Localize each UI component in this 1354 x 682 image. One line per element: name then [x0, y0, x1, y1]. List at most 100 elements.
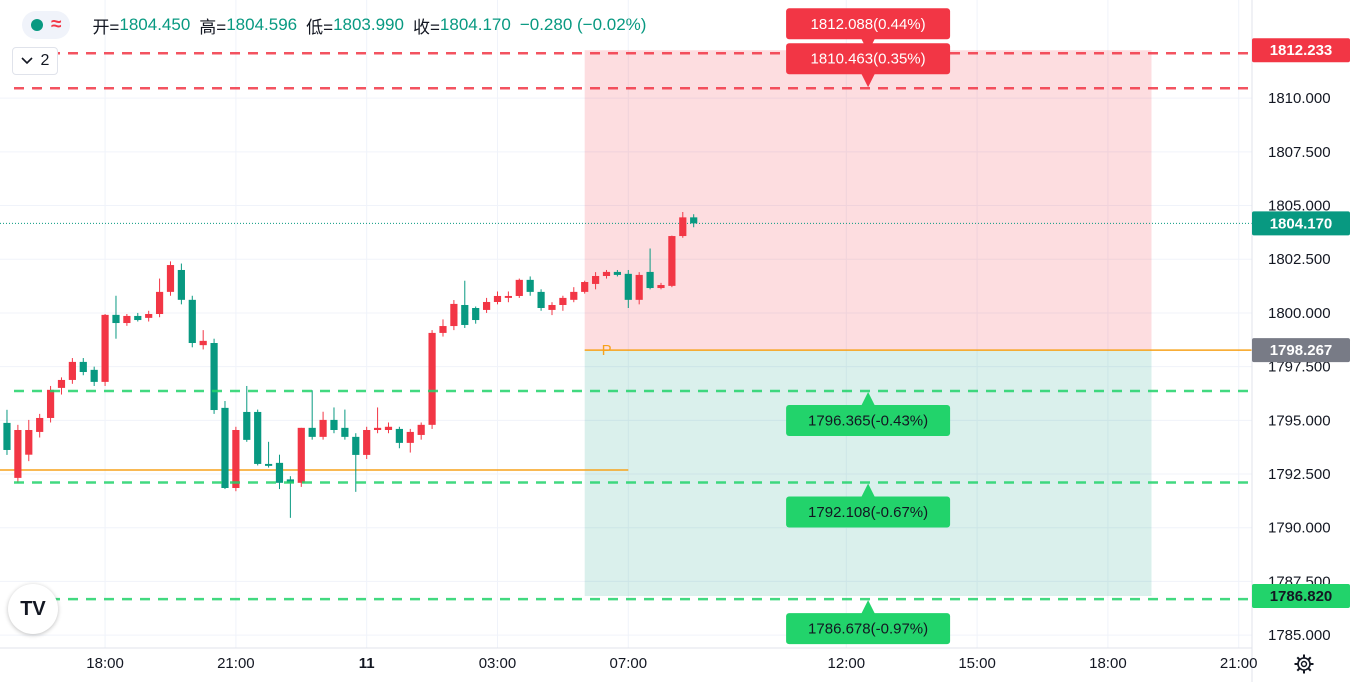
candle-body	[25, 429, 33, 455]
level-label: 1792.108(-0.67%)	[808, 504, 928, 521]
candle-body	[504, 295, 512, 298]
candle-body	[624, 273, 632, 300]
candle-body	[68, 361, 76, 380]
gear-tooth	[1307, 667, 1312, 672]
level-label: 1810.463(0.35%)	[811, 51, 926, 68]
legend-change: −0.280 (−0.02%)	[519, 15, 647, 34]
candle-body	[657, 285, 665, 289]
gear-tooth	[1307, 656, 1312, 661]
candle-body	[14, 429, 22, 478]
status-dot	[31, 19, 43, 31]
logo[interactable]: TV	[8, 584, 58, 634]
candle-body	[581, 282, 589, 292]
candle-body	[635, 274, 643, 300]
legend-value: 1804.170	[439, 15, 511, 34]
legend-label: 收=	[412, 17, 440, 37]
candle-body	[613, 271, 621, 275]
time-axis-bg	[0, 648, 1252, 682]
legend-label: 高=	[199, 17, 227, 37]
candle-body	[406, 431, 414, 443]
candle-body	[112, 314, 120, 324]
x-tick-label: 21:00	[217, 655, 255, 672]
x-tick-label: 11	[359, 655, 375, 672]
y-tick-label: 1807.500	[1268, 144, 1331, 161]
candle-body	[384, 426, 393, 430]
candle-body	[515, 279, 523, 296]
y-tick-label: 1790.000	[1268, 520, 1331, 537]
candle-body	[548, 304, 556, 310]
price-marker	[1252, 211, 1350, 236]
candle-body	[286, 479, 294, 483]
candle-body	[188, 299, 196, 344]
x-tick-label: 03:00	[479, 655, 517, 672]
candle-body	[472, 307, 480, 321]
candle-body	[123, 315, 131, 324]
gear-tooth	[1296, 667, 1301, 672]
x-tick-label: 07:00	[610, 655, 648, 672]
level-pointer	[861, 392, 876, 407]
legend: ≈ 开= 1804.450 高= 1804.596 低= 1803.990 收= 180…	[22, 11, 646, 39]
gear-center	[1300, 660, 1308, 668]
profit-zone	[584, 50, 1152, 351]
candle-body	[145, 314, 153, 318]
loss-zone	[584, 350, 1152, 597]
level-pointer	[861, 600, 876, 615]
candle-body	[210, 343, 218, 411]
candle-body	[679, 217, 687, 237]
candle-body	[166, 265, 175, 292]
candle-body	[591, 275, 600, 284]
x-tick-label: 12:00	[828, 655, 866, 672]
price-marker	[1252, 38, 1350, 63]
candle-body	[668, 236, 676, 286]
indicators-toggle[interactable]: 2	[12, 47, 58, 75]
candle-body	[428, 332, 436, 425]
y-tick-label: 1805.000	[1268, 198, 1331, 215]
symbol-pill[interactable]: ≈	[22, 11, 71, 39]
candle-body	[134, 315, 142, 321]
candle-body	[417, 424, 425, 435]
level-bubble	[786, 496, 951, 528]
candle-body	[90, 369, 98, 382]
price-marker-label: 1804.170	[1270, 215, 1333, 232]
level-pointer	[861, 483, 876, 498]
candle-body	[602, 271, 611, 276]
candle-body	[482, 301, 491, 310]
candle-body	[308, 427, 316, 437]
level-bubble	[786, 8, 951, 40]
candle-body	[264, 463, 273, 466]
level-label: 1786.678(-0.97%)	[808, 621, 928, 638]
price-marker-label: 1798.267	[1270, 342, 1333, 359]
candle-body	[79, 361, 87, 373]
y-tick-label: 1785.000	[1268, 627, 1331, 644]
candle-body	[101, 314, 109, 382]
chevron-icon	[20, 57, 33, 65]
x-tick-label: 18:00	[86, 655, 124, 672]
candle-body	[221, 407, 229, 488]
level-pointer	[861, 73, 876, 88]
candle-body	[275, 462, 284, 483]
y-tick-label: 1800.000	[1268, 305, 1331, 322]
candle-body	[646, 271, 654, 289]
candle-body	[341, 427, 349, 437]
candle-body	[690, 217, 698, 224]
candle-body	[3, 422, 11, 450]
candle-body	[36, 417, 44, 432]
candle-body	[373, 427, 382, 430]
candle-body	[352, 436, 360, 455]
legend-label: 低=	[306, 17, 334, 37]
price-marker	[1252, 338, 1350, 363]
legend-value: 1804.596	[226, 15, 298, 34]
candle-body	[46, 389, 55, 418]
candle-body	[461, 304, 469, 325]
candle-body	[177, 269, 185, 300]
candle-body	[155, 291, 164, 315]
price-marker	[1252, 584, 1350, 609]
candle-body	[254, 411, 262, 464]
y-tick-label: 1797.500	[1268, 359, 1331, 376]
settings-icon[interactable]	[1294, 654, 1314, 674]
candle-body	[493, 295, 502, 302]
candle-body	[559, 297, 567, 305]
legend-value: 1804.450	[119, 15, 191, 34]
x-tick-label: 15:00	[958, 655, 996, 672]
